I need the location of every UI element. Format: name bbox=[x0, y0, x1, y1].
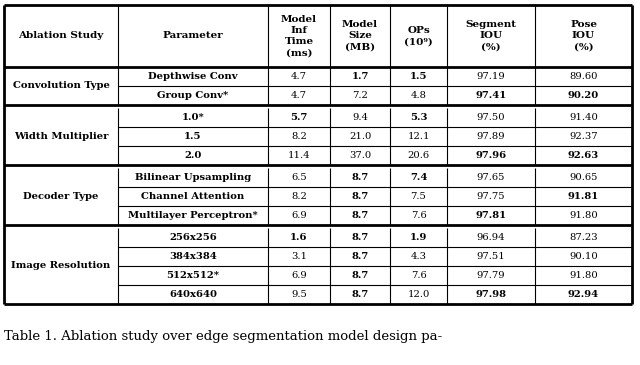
Text: Group Conv*: Group Conv* bbox=[157, 91, 228, 100]
Text: 97.79: 97.79 bbox=[477, 271, 506, 280]
Text: 7.4: 7.4 bbox=[410, 173, 427, 182]
Text: 4.3: 4.3 bbox=[410, 252, 426, 261]
Text: 97.89: 97.89 bbox=[477, 132, 506, 141]
Text: 9.5: 9.5 bbox=[291, 290, 307, 299]
Text: 89.60: 89.60 bbox=[569, 72, 598, 81]
Text: 4.8: 4.8 bbox=[410, 91, 426, 100]
Text: 8.7: 8.7 bbox=[351, 192, 369, 201]
Text: Image Resolution: Image Resolution bbox=[12, 261, 111, 270]
Text: 97.51: 97.51 bbox=[477, 252, 506, 261]
Text: Decoder Type: Decoder Type bbox=[23, 192, 99, 201]
Text: 90.20: 90.20 bbox=[568, 91, 599, 100]
Text: 37.0: 37.0 bbox=[349, 151, 371, 160]
Text: 91.81: 91.81 bbox=[568, 192, 599, 201]
Text: Convolution Type: Convolution Type bbox=[13, 81, 109, 91]
Text: Bilinear Upsampling: Bilinear Upsampling bbox=[135, 173, 251, 182]
Text: Table 1. Ablation study over edge segmentation model design pa-: Table 1. Ablation study over edge segmen… bbox=[4, 330, 442, 343]
Text: 90.10: 90.10 bbox=[569, 252, 598, 261]
Text: Pose
IOU
(%): Pose IOU (%) bbox=[570, 20, 597, 51]
Text: 8.7: 8.7 bbox=[351, 173, 369, 182]
Text: 8.2: 8.2 bbox=[291, 132, 307, 141]
Text: 8.7: 8.7 bbox=[351, 290, 369, 299]
Text: 640x640: 640x640 bbox=[169, 290, 217, 299]
Text: 1.9: 1.9 bbox=[410, 233, 427, 242]
Text: 9.4: 9.4 bbox=[352, 113, 368, 122]
Text: 92.63: 92.63 bbox=[568, 151, 599, 160]
Text: 7.6: 7.6 bbox=[411, 211, 426, 220]
Text: Width Multiplier: Width Multiplier bbox=[13, 132, 108, 141]
Text: Parameter: Parameter bbox=[163, 31, 223, 41]
Text: 97.65: 97.65 bbox=[477, 173, 505, 182]
Text: OPs
(10⁹): OPs (10⁹) bbox=[404, 26, 433, 46]
Text: 12.0: 12.0 bbox=[407, 290, 429, 299]
Text: 8.7: 8.7 bbox=[351, 233, 369, 242]
Text: 8.7: 8.7 bbox=[351, 271, 369, 280]
Text: Channel Attention: Channel Attention bbox=[141, 192, 244, 201]
Text: 1.6: 1.6 bbox=[291, 233, 308, 242]
Text: 97.98: 97.98 bbox=[476, 290, 506, 299]
Text: 6.9: 6.9 bbox=[291, 211, 307, 220]
Text: 3.1: 3.1 bbox=[291, 252, 307, 261]
Text: 6.9: 6.9 bbox=[291, 271, 307, 280]
Text: 7.5: 7.5 bbox=[411, 192, 426, 201]
Text: 8.2: 8.2 bbox=[291, 192, 307, 201]
Text: 512x512*: 512x512* bbox=[166, 271, 220, 280]
Text: 1.7: 1.7 bbox=[351, 72, 369, 81]
Text: 92.37: 92.37 bbox=[569, 132, 598, 141]
Text: 7.6: 7.6 bbox=[411, 271, 426, 280]
Text: 1.5: 1.5 bbox=[184, 132, 202, 141]
Text: 7.2: 7.2 bbox=[352, 91, 368, 100]
Text: 91.80: 91.80 bbox=[569, 211, 598, 220]
Text: 97.41: 97.41 bbox=[476, 91, 507, 100]
Text: 256x256: 256x256 bbox=[169, 233, 217, 242]
Text: Segment
IOU
(%): Segment IOU (%) bbox=[465, 20, 516, 51]
Text: 91.40: 91.40 bbox=[569, 113, 598, 122]
Text: 8.7: 8.7 bbox=[351, 252, 369, 261]
Text: 4.7: 4.7 bbox=[291, 91, 307, 100]
Text: 96.94: 96.94 bbox=[477, 233, 506, 242]
Text: 11.4: 11.4 bbox=[288, 151, 310, 160]
Text: Depthwise Conv: Depthwise Conv bbox=[148, 72, 237, 81]
Text: 8.7: 8.7 bbox=[351, 211, 369, 220]
Text: 21.0: 21.0 bbox=[349, 132, 371, 141]
Text: Ablation Study: Ablation Study bbox=[19, 31, 104, 41]
Text: 97.19: 97.19 bbox=[477, 72, 506, 81]
Text: 4.7: 4.7 bbox=[291, 72, 307, 81]
Text: 91.80: 91.80 bbox=[569, 271, 598, 280]
Text: 2.0: 2.0 bbox=[184, 151, 202, 160]
Text: 97.75: 97.75 bbox=[477, 192, 506, 201]
Text: 20.6: 20.6 bbox=[408, 151, 429, 160]
Text: Model
Inf
Time
(ms): Model Inf Time (ms) bbox=[281, 15, 317, 57]
Text: Multilayer Perceptron*: Multilayer Perceptron* bbox=[128, 211, 258, 220]
Text: Model
Size
(MB): Model Size (MB) bbox=[342, 20, 378, 51]
Text: 5.3: 5.3 bbox=[410, 113, 428, 122]
Text: 384x384: 384x384 bbox=[169, 252, 217, 261]
Text: 97.96: 97.96 bbox=[476, 151, 507, 160]
Text: 5.7: 5.7 bbox=[291, 113, 308, 122]
Text: 97.50: 97.50 bbox=[477, 113, 506, 122]
Text: 90.65: 90.65 bbox=[569, 173, 598, 182]
Text: 92.94: 92.94 bbox=[568, 290, 599, 299]
Text: 1.5: 1.5 bbox=[410, 72, 428, 81]
Text: 97.81: 97.81 bbox=[476, 211, 507, 220]
Text: 12.1: 12.1 bbox=[407, 132, 429, 141]
Text: 1.0*: 1.0* bbox=[182, 113, 204, 122]
Text: 6.5: 6.5 bbox=[291, 173, 307, 182]
Text: 87.23: 87.23 bbox=[569, 233, 598, 242]
